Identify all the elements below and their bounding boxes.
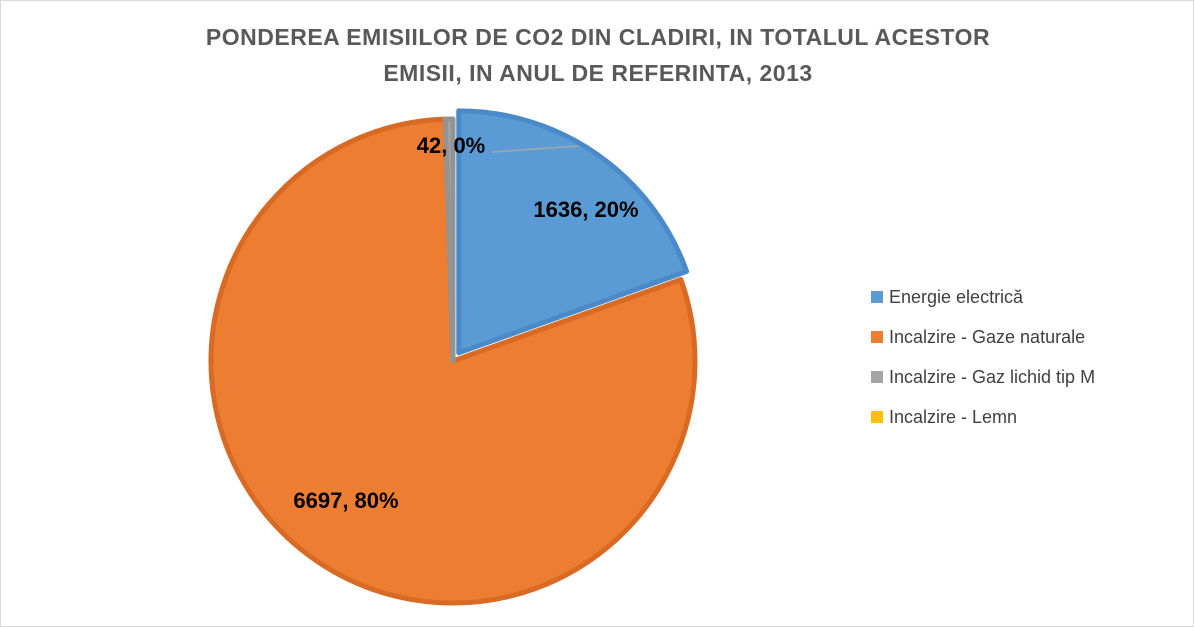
legend-swatch bbox=[871, 411, 883, 423]
legend-swatch bbox=[871, 371, 883, 383]
data-label-1: 6697, 80% bbox=[293, 488, 398, 513]
legend-label: Incalzire - Gaz lichid tip M bbox=[889, 366, 1096, 387]
legend-label: Incalzire - Lemn bbox=[889, 406, 1018, 427]
legend-item-gaz-lichid: Incalzire - Gaz lichid tip M bbox=[871, 357, 1095, 397]
legend: Energie electrică Incalzire - Gaze natur… bbox=[871, 277, 1095, 437]
chart-title-line-2: EMISII, IN ANUL DE REFERINTA, 2013 bbox=[383, 60, 813, 86]
legend-item-energie-electrica: Energie electrică bbox=[871, 277, 1095, 317]
chart-title-line-1: PONDEREA EMISIILOR DE CO2 DIN CLADIRI, I… bbox=[205, 24, 991, 50]
legend-swatch bbox=[871, 291, 883, 303]
chart-title: PONDEREA EMISIILOR DE CO2 DIN CLADIRI, I… bbox=[1, 19, 1194, 91]
legend-label: Incalzire - Gaze naturale bbox=[889, 326, 1086, 347]
legend-label: Energie electrică bbox=[889, 286, 1024, 307]
data-label-2: 42, 0% bbox=[417, 133, 486, 158]
pie-slice-0 bbox=[456, 108, 690, 356]
data-label-0: 1636, 20% bbox=[533, 197, 638, 222]
leader-line bbox=[491, 145, 580, 153]
pie-slice-2 bbox=[442, 116, 456, 364]
legend-item-lemn: Incalzire - Lemn bbox=[871, 397, 1095, 437]
legend-swatch bbox=[871, 331, 883, 343]
legend-item-gaze-naturale: Incalzire - Gaze naturale bbox=[871, 317, 1095, 357]
